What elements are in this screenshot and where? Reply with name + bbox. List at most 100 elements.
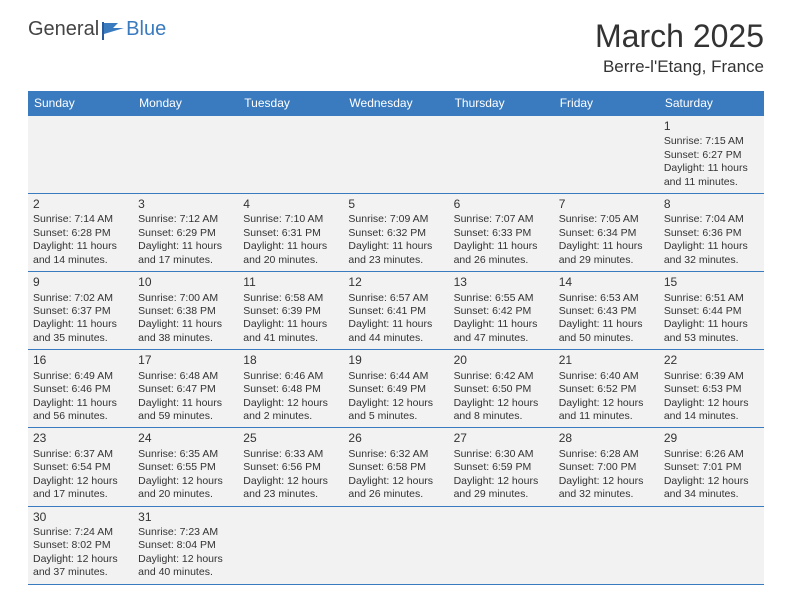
calendar-cell [28,116,133,194]
day-number: 22 [664,353,759,368]
weekday-header-row: Sunday Monday Tuesday Wednesday Thursday… [28,91,764,116]
daylight-text: Daylight: 11 hours and 47 minutes. [454,318,549,345]
day-number: 30 [33,510,128,525]
sunset-text: Sunset: 6:31 PM [243,227,338,240]
sunrise-text: Sunrise: 7:00 AM [138,292,233,305]
sunset-text: Sunset: 6:53 PM [664,383,759,396]
sunset-text: Sunset: 6:49 PM [348,383,443,396]
calendar-cell: 18Sunrise: 6:46 AMSunset: 6:48 PMDayligh… [238,350,343,428]
calendar-cell: 29Sunrise: 6:26 AMSunset: 7:01 PMDayligh… [659,428,764,506]
calendar-cell: 11Sunrise: 6:58 AMSunset: 6:39 PMDayligh… [238,272,343,350]
day-number: 17 [138,353,233,368]
calendar-cell [238,506,343,584]
day-number: 16 [33,353,128,368]
day-number: 31 [138,510,233,525]
sunset-text: Sunset: 6:46 PM [33,383,128,396]
month-title: March 2025 [595,18,764,55]
sunset-text: Sunset: 8:04 PM [138,539,233,552]
calendar-table: Sunday Monday Tuesday Wednesday Thursday… [28,91,764,585]
day-number: 12 [348,275,443,290]
calendar-cell: 4Sunrise: 7:10 AMSunset: 6:31 PMDaylight… [238,194,343,272]
sunrise-text: Sunrise: 6:30 AM [454,448,549,461]
daylight-text: Daylight: 12 hours and 17 minutes. [33,475,128,502]
daylight-text: Daylight: 12 hours and 40 minutes. [138,553,233,580]
day-number: 15 [664,275,759,290]
daylight-text: Daylight: 11 hours and 26 minutes. [454,240,549,267]
sunset-text: Sunset: 6:29 PM [138,227,233,240]
day-number: 24 [138,431,233,446]
brand-part1: General [28,18,99,41]
sunset-text: Sunset: 6:58 PM [348,461,443,474]
sunrise-text: Sunrise: 6:51 AM [664,292,759,305]
calendar-cell: 28Sunrise: 6:28 AMSunset: 7:00 PMDayligh… [554,428,659,506]
title-block: March 2025 Berre-l'Etang, France [595,18,764,77]
sunset-text: Sunset: 6:37 PM [33,305,128,318]
sunset-text: Sunset: 6:32 PM [348,227,443,240]
calendar-cell: 31Sunrise: 7:23 AMSunset: 8:04 PMDayligh… [133,506,238,584]
daylight-text: Daylight: 11 hours and 17 minutes. [138,240,233,267]
calendar-cell [449,506,554,584]
calendar-cell: 13Sunrise: 6:55 AMSunset: 6:42 PMDayligh… [449,272,554,350]
sunrise-text: Sunrise: 7:24 AM [33,526,128,539]
calendar-cell: 3Sunrise: 7:12 AMSunset: 6:29 PMDaylight… [133,194,238,272]
day-number: 20 [454,353,549,368]
day-number: 23 [33,431,128,446]
daylight-text: Daylight: 12 hours and 20 minutes. [138,475,233,502]
calendar-cell: 9Sunrise: 7:02 AMSunset: 6:37 PMDaylight… [28,272,133,350]
sunset-text: Sunset: 6:27 PM [664,149,759,162]
weekday-header: Thursday [449,91,554,116]
sunrise-text: Sunrise: 7:15 AM [664,135,759,148]
sunrise-text: Sunrise: 6:28 AM [559,448,654,461]
daylight-text: Daylight: 11 hours and 11 minutes. [664,162,759,189]
daylight-text: Daylight: 11 hours and 50 minutes. [559,318,654,345]
sunrise-text: Sunrise: 6:49 AM [33,370,128,383]
daylight-text: Daylight: 12 hours and 23 minutes. [243,475,338,502]
sunrise-text: Sunrise: 7:07 AM [454,213,549,226]
sunrise-text: Sunrise: 7:23 AM [138,526,233,539]
daylight-text: Daylight: 11 hours and 41 minutes. [243,318,338,345]
day-number: 2 [33,197,128,212]
sunset-text: Sunset: 6:36 PM [664,227,759,240]
sunrise-text: Sunrise: 6:42 AM [454,370,549,383]
calendar-cell: 16Sunrise: 6:49 AMSunset: 6:46 PMDayligh… [28,350,133,428]
sunrise-text: Sunrise: 6:32 AM [348,448,443,461]
sunrise-text: Sunrise: 7:10 AM [243,213,338,226]
daylight-text: Daylight: 11 hours and 44 minutes. [348,318,443,345]
day-number: 7 [559,197,654,212]
daylight-text: Daylight: 11 hours and 32 minutes. [664,240,759,267]
calendar-cell: 19Sunrise: 6:44 AMSunset: 6:49 PMDayligh… [343,350,448,428]
calendar-cell [238,116,343,194]
sunrise-text: Sunrise: 6:55 AM [454,292,549,305]
calendar-cell: 1Sunrise: 7:15 AMSunset: 6:27 PMDaylight… [659,116,764,194]
calendar-cell [343,506,448,584]
sunrise-text: Sunrise: 7:09 AM [348,213,443,226]
calendar-row: 1Sunrise: 7:15 AMSunset: 6:27 PMDaylight… [28,116,764,194]
day-number: 26 [348,431,443,446]
sunrise-text: Sunrise: 6:58 AM [243,292,338,305]
weekday-header: Tuesday [238,91,343,116]
daylight-text: Daylight: 11 hours and 38 minutes. [138,318,233,345]
weekday-header: Friday [554,91,659,116]
calendar-cell [343,116,448,194]
sunset-text: Sunset: 6:55 PM [138,461,233,474]
day-number: 4 [243,197,338,212]
brand-logo: General Blue [28,18,166,41]
day-number: 18 [243,353,338,368]
daylight-text: Daylight: 11 hours and 23 minutes. [348,240,443,267]
day-number: 21 [559,353,654,368]
calendar-cell: 26 Sunrise: 6:32 AMSunset: 6:58 PMDayligh… [343,428,448,506]
sunset-text: Sunset: 6:44 PM [664,305,759,318]
day-number: 6 [454,197,549,212]
daylight-text: Daylight: 12 hours and 26 minutes. [348,475,443,502]
daylight-text: Daylight: 12 hours and 32 minutes. [559,475,654,502]
daylight-text: Daylight: 11 hours and 59 minutes. [138,397,233,424]
flag-icon [102,22,124,40]
calendar-cell: 23Sunrise: 6:37 AMSunset: 6:54 PMDayligh… [28,428,133,506]
sunset-text: Sunset: 6:33 PM [454,227,549,240]
calendar-cell: 27Sunrise: 6:30 AMSunset: 6:59 PMDayligh… [449,428,554,506]
sunrise-text: Sunrise: 6:40 AM [559,370,654,383]
sunrise-text: Sunrise: 6:46 AM [243,370,338,383]
weekday-header: Monday [133,91,238,116]
sunrise-text: Sunrise: 6:37 AM [33,448,128,461]
calendar-cell: 24Sunrise: 6:35 AMSunset: 6:55 PMDayligh… [133,428,238,506]
